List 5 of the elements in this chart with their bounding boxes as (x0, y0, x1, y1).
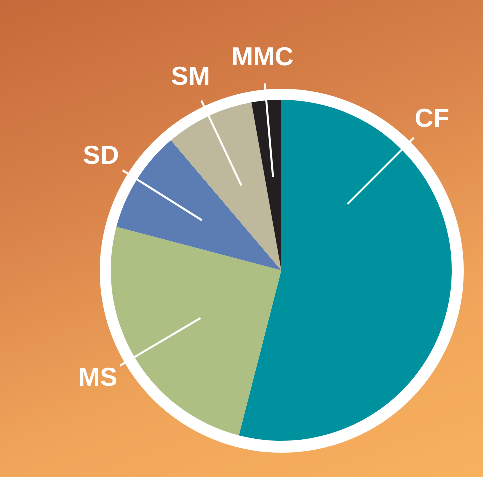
slice-label: CF (414, 102, 450, 133)
slice-label: SM (171, 60, 210, 91)
slice-label: MMC (232, 41, 294, 72)
slice-label: SD (83, 140, 120, 170)
slice-label: MS (78, 362, 118, 392)
